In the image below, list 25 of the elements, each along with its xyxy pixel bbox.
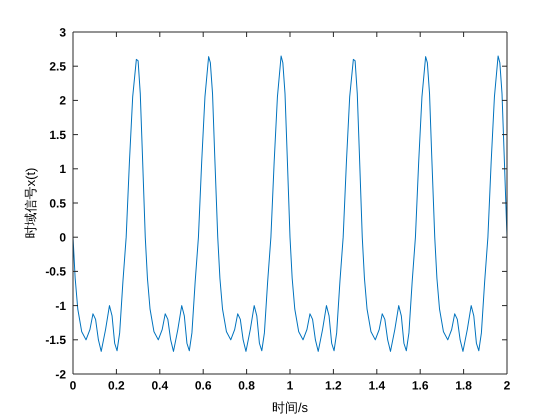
x-tick-label: 0.4: [151, 378, 168, 393]
y-tick-label: -1: [55, 298, 66, 313]
x-tick-label: 0.2: [108, 378, 126, 393]
y-tick-label: 2.5: [49, 59, 66, 74]
x-tick-label: 0: [70, 378, 77, 393]
x-tick-label: 0.8: [238, 378, 256, 393]
y-tick-label: 3: [59, 25, 66, 40]
x-tick-label: 1.2: [325, 378, 342, 393]
x-tick-label: 1.8: [455, 378, 472, 393]
y-tick-label: -2: [55, 367, 66, 382]
y-tick-label: 0.5: [49, 196, 66, 210]
y-axis-title: 时域信号x(t): [23, 168, 38, 238]
x-tick-label: 1: [286, 378, 294, 393]
y-tick-label: 0: [59, 230, 66, 244]
x-tick-label: 1.6: [412, 378, 429, 393]
y-tick-label: 2: [59, 94, 66, 108]
line-series: [73, 55, 507, 352]
y-tick-label: -1.5: [45, 333, 66, 348]
x-tick-label: 2: [504, 378, 511, 393]
x-axis-title: 时间/s: [272, 400, 309, 415]
x-tick-label: 0.6: [194, 378, 212, 393]
y-tick-label: 1: [59, 162, 66, 176]
y-tick-label: 1.5: [49, 128, 66, 142]
x-tick-label: 1.4: [368, 378, 386, 393]
y-tick-label: -0.5: [45, 264, 66, 279]
